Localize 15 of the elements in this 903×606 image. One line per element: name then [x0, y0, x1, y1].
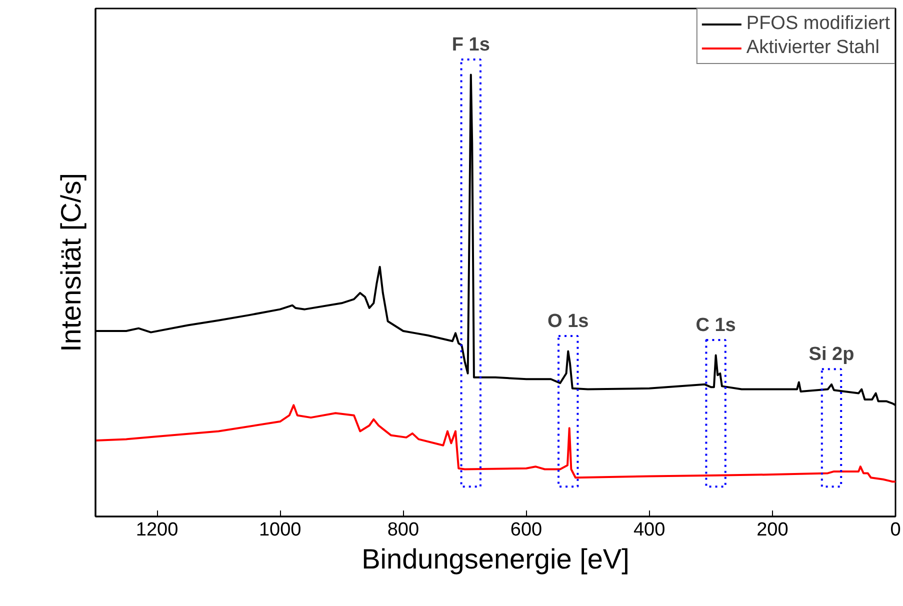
x-tick-label: 200	[756, 520, 788, 540]
y-axis-title: Intensität [C/s]	[56, 173, 86, 352]
x-tick-label: 1200	[136, 520, 178, 540]
x-tick-label: 0	[890, 520, 901, 540]
x-tick-label: 1000	[258, 520, 302, 540]
legend-label: Aktivierter Stahl	[746, 37, 880, 59]
x-axis-title: Bindungsenergie [eV]	[362, 544, 630, 574]
x-tick-label: 600	[510, 520, 542, 540]
annotation: F 1s	[452, 34, 490, 56]
annotation: Si 2p	[808, 344, 854, 366]
annotation: O 1s	[548, 311, 589, 332]
annotation: C 1s	[696, 315, 736, 336]
x-tick-label: 800	[387, 520, 420, 540]
legend-label: PFOS modifiziert	[746, 13, 890, 35]
x-tick-label: 400	[633, 520, 666, 540]
